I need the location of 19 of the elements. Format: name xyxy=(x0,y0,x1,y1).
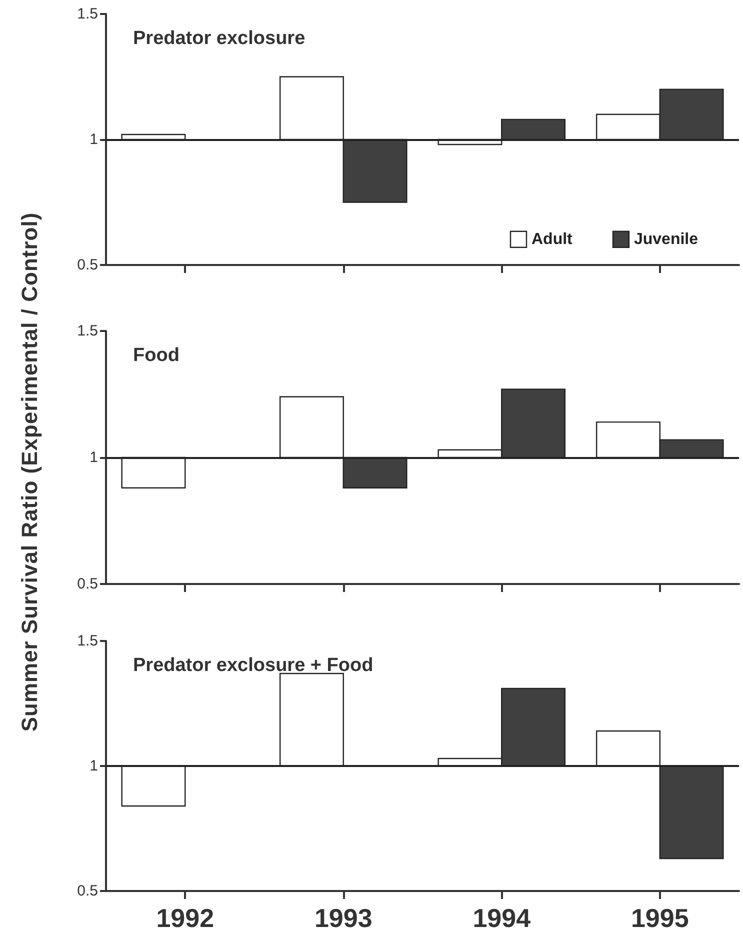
y-tick-label: 1 xyxy=(90,131,98,148)
x-tick-label: 1995 xyxy=(630,903,689,933)
y-axis-title: Summer Survival Ratio (Experimental / Control) xyxy=(17,212,43,732)
x-tick-label: 1994 xyxy=(472,903,532,933)
y-tick-label: 0.5 xyxy=(77,882,98,900)
y-tick-label: 1 xyxy=(90,758,98,774)
y-tick-label: 1.5 xyxy=(77,6,98,22)
text: Food xyxy=(133,345,180,366)
x-tick-label: 1993 xyxy=(314,903,372,933)
text: Predator exclosure xyxy=(133,28,306,49)
x-tick-label: 1992 xyxy=(156,903,214,933)
y-tick-label: 0.5 xyxy=(77,576,98,592)
y-tick-label: 1 xyxy=(90,449,98,466)
text: Predator exclosure + Food xyxy=(133,655,374,676)
legend-label: Adult xyxy=(531,230,574,248)
y-tick-label: 1.5 xyxy=(77,632,98,650)
legend-label: Juvenile xyxy=(634,230,698,248)
y-tick-label: 0.5 xyxy=(77,256,98,274)
y-tick-label: 1.5 xyxy=(77,322,98,340)
